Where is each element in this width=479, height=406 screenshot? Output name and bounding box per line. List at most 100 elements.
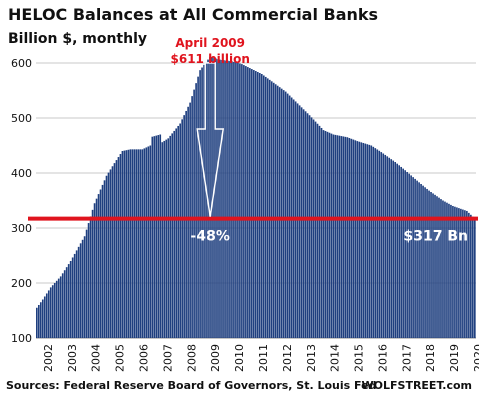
bar [302,109,305,338]
bar [258,73,261,338]
bar [217,59,219,339]
source-note: Sources: Federal Reserve Board of Govern… [6,379,376,392]
bar [235,62,237,338]
bar [67,264,70,338]
y-axis-ticks: 100 200 300 400 500 600 [11,57,32,345]
bars [36,56,476,339]
bar [362,142,365,338]
bar [95,198,98,338]
bar [167,138,170,338]
bar [330,133,333,338]
bar [462,209,464,338]
bar [193,89,195,339]
bar [418,182,420,338]
bar [203,64,205,339]
bar [113,163,116,338]
bar [348,138,351,338]
bar [364,143,367,338]
bar [354,140,357,338]
bar [338,135,341,338]
bar [386,156,389,338]
bar [416,180,418,338]
bar [356,141,359,338]
bar [39,302,42,338]
x-tick-label: 2015 [353,344,366,372]
bar [36,307,38,338]
x-tick-label: 2008 [185,344,198,372]
bar [49,287,52,338]
bar [434,194,436,338]
bar [55,280,58,338]
bar [225,60,227,339]
bar [282,90,285,338]
bar [127,149,130,338]
bar [328,132,331,338]
y-tick-label: 600 [11,57,32,70]
bar [262,75,265,338]
bar [59,276,62,338]
bar [103,180,106,338]
brand-label: WOLFSTREET.com [362,379,472,392]
bar [300,107,303,339]
bar [334,134,337,338]
x-tick-label: 2009 [209,344,222,372]
bar [414,178,416,338]
bar [143,148,146,338]
x-tick-label: 2018 [424,344,437,372]
bar [201,67,203,338]
x-tick-label: 2014 [329,344,342,372]
bar [241,64,243,338]
bar [187,106,189,338]
bar [322,130,325,338]
bar [81,239,84,338]
bar [139,149,142,338]
y-tick-label: 200 [11,277,32,290]
bar [344,136,347,338]
y-tick-label: 100 [11,332,32,345]
bar [69,261,72,338]
bar [147,146,150,338]
bar [213,58,215,339]
bar [382,153,385,338]
chart-subtitle: Billion $, monthly [8,31,147,47]
bar [314,121,317,338]
bar [350,138,353,338]
bar [368,144,371,338]
bar [358,141,361,338]
bar [141,149,144,338]
bar [298,105,301,339]
bar [320,127,323,338]
x-tick-label: 2020 [472,344,479,372]
bar [468,212,470,339]
bar [260,74,263,338]
bar [77,246,80,338]
bar [199,70,201,339]
bar [177,125,179,338]
bar [253,70,255,338]
bar [276,85,279,338]
bar [430,192,432,338]
x-tick-label: 2006 [138,344,151,372]
bar [448,203,450,338]
bar [438,197,440,338]
change-label: -48% [191,229,230,245]
bar [266,78,269,339]
x-tick-label: 2013 [305,344,318,372]
bar [97,194,100,338]
bar [41,299,44,338]
bar [442,200,444,338]
bar [326,131,329,338]
bar [380,152,383,338]
bar [165,139,168,338]
bar [420,184,422,338]
bar [161,142,164,338]
bar [131,149,134,338]
y-tick-label: 400 [11,167,32,180]
bar [43,296,46,338]
x-tick-label: 2004 [90,344,103,372]
bar [342,136,345,338]
bar [310,117,313,339]
bar [47,290,50,338]
bar [37,305,40,338]
